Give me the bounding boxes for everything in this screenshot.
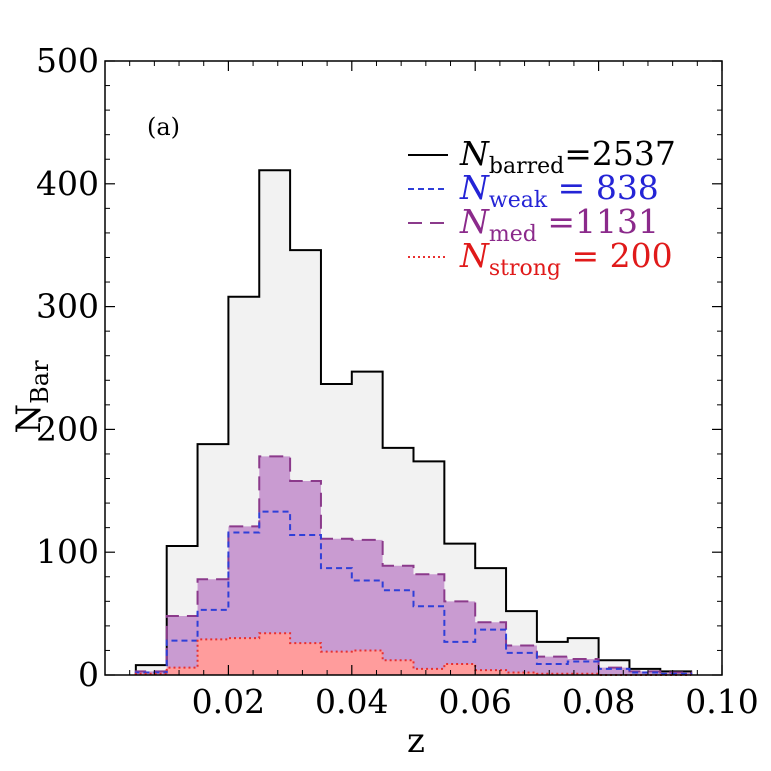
y-tick-label-0: 0 [78, 655, 99, 694]
x-tick-label-2: 0.06 [438, 682, 511, 721]
histogram-line-strong [134, 632, 692, 676]
y-axis-title-main: N [9, 404, 49, 434]
legend-symbol: N [459, 236, 490, 275]
y-axis-title-sub: Bar [26, 360, 54, 404]
legend-value: = 838 [547, 168, 659, 207]
x-axis-title: z [407, 721, 425, 761]
y-tick-label-2: 200 [36, 409, 99, 448]
histogram-fill-strong [135, 633, 692, 675]
axes: 0 100 200 300 400 500 0.02 0.04 0.06 0.08 0.10 [36, 41, 759, 721]
legend-value: =1131 [537, 202, 659, 241]
histogram-line-barred [134, 169, 693, 675]
plot-frame [104, 60, 723, 676]
x-tick-label-4: 0.10 [685, 682, 758, 721]
legend-label-weak: Nweak = 838 [459, 168, 659, 213]
legend-value: = 200 [561, 236, 673, 275]
legend-label-barred: Nbarred=2537 [459, 134, 676, 179]
legend-symbol: N [459, 134, 490, 173]
legend-subscript: barred [489, 154, 564, 179]
y-axis-title: NBar [9, 360, 54, 434]
y-tick-label-3: 300 [36, 287, 99, 326]
legend-value: =2537 [564, 134, 676, 173]
x-tick-label-0: 0.02 [192, 682, 265, 721]
y-tick-label-5: 500 [36, 41, 99, 80]
x-tick-label-3: 0.08 [562, 682, 635, 721]
legend-symbol: N [459, 202, 490, 241]
legend-label-strong: Nstrong = 200 [459, 236, 673, 281]
y-tick-label-1: 100 [36, 532, 99, 571]
x-tick-label-1: 0.04 [315, 682, 388, 721]
legend-subscript: strong [489, 256, 561, 281]
legend-subscript: med [489, 222, 537, 247]
y-tick-label-4: 400 [36, 164, 99, 203]
legend-label-med: Nmed =1131 [459, 202, 659, 247]
legend-subscript: weak [489, 188, 548, 213]
panel-label: (a) [147, 113, 180, 141]
legend-symbol: N [459, 168, 490, 207]
